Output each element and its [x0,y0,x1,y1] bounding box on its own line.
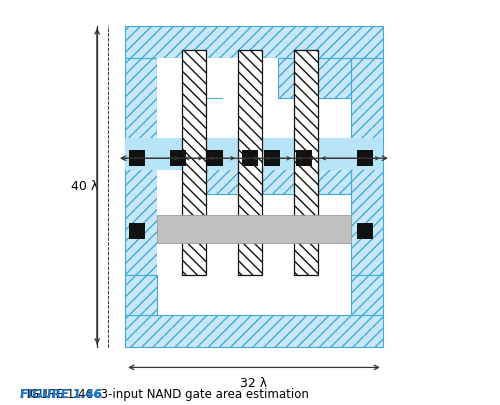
Bar [318,194,350,275]
Bar [126,58,158,275]
Bar [170,150,186,166]
Bar [126,26,382,58]
Bar [158,98,182,138]
Bar [262,194,294,275]
Bar [126,315,382,347]
Bar [208,150,224,166]
Bar [238,50,262,275]
Text: FIGURE 1.46  3-input NAND gate area estimation: FIGURE 1.46 3-input NAND gate area estim… [20,388,309,401]
Bar [206,138,238,194]
Bar [130,223,146,239]
Text: 40 λ: 40 λ [72,180,99,193]
Bar [126,275,158,315]
Bar [158,171,182,275]
Bar [357,223,373,239]
Bar [350,58,382,275]
Bar [158,58,222,98]
Bar [206,194,238,275]
Text: FIGURE 1.46: FIGURE 1.46 [20,388,102,401]
Bar [158,58,278,98]
Text: FIGURE 1.46: FIGURE 1.46 [20,388,102,401]
Bar [182,50,206,275]
Bar [350,275,382,315]
Bar [278,58,350,98]
Bar [158,215,350,243]
Bar [262,138,294,194]
Bar [130,150,146,166]
Bar [357,150,373,166]
Bar [270,98,278,138]
Bar [230,98,238,138]
Bar [318,138,350,194]
Bar [126,138,382,171]
Bar [242,150,258,166]
Bar [264,150,280,166]
Bar [296,150,312,166]
Bar [294,50,318,275]
Text: 32 λ: 32 λ [240,377,268,390]
